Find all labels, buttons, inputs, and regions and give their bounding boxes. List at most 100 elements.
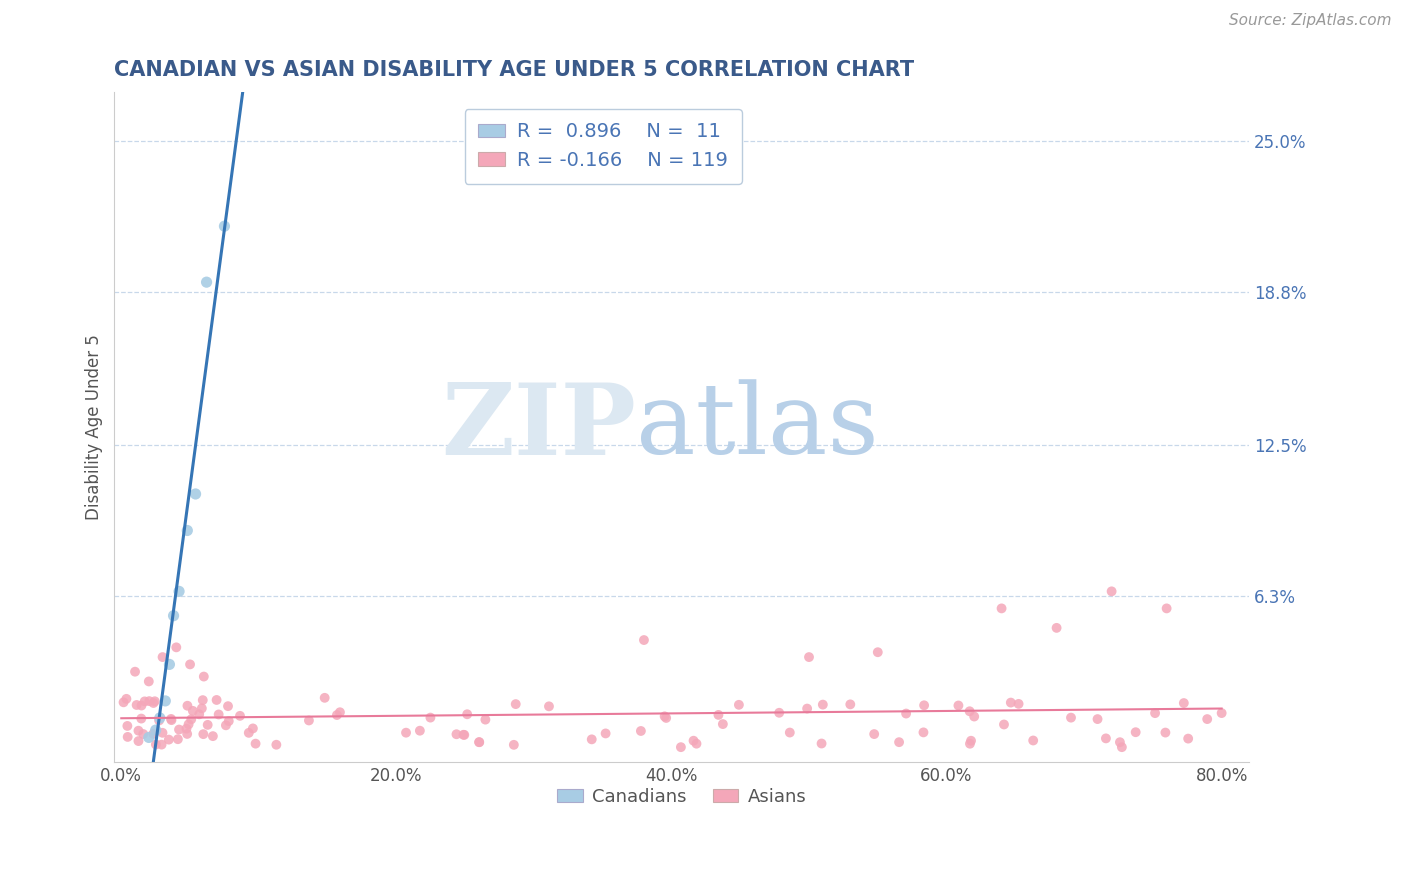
Point [138, 731, 160, 745]
Point [963, 709, 986, 723]
Point [142, 727, 165, 741]
Point [1109, 735, 1132, 749]
Point [208, 707, 231, 722]
Point [205, 693, 228, 707]
Point [138, 694, 160, 708]
Point [682, 733, 704, 747]
Point [685, 737, 707, 751]
Point [176, 524, 198, 538]
Point [1000, 696, 1022, 710]
Point [215, 718, 238, 732]
Point [502, 738, 524, 752]
Point [125, 698, 148, 712]
Point [149, 711, 172, 725]
Point [115, 691, 138, 706]
Y-axis label: Disability Age Under 5: Disability Age Under 5 [86, 334, 103, 520]
Point [159, 657, 181, 672]
Point [894, 706, 917, 721]
Point [811, 698, 834, 712]
Point [409, 723, 432, 738]
Text: CANADIAN VS ASIAN DISABILITY AGE UNDER 5 CORRELATION CHART: CANADIAN VS ASIAN DISABILITY AGE UNDER 5… [114, 60, 914, 79]
Point [419, 710, 441, 724]
Point [148, 714, 170, 728]
Point [143, 694, 166, 708]
Point [1173, 696, 1195, 710]
Legend: Canadians, Asians: Canadians, Asians [550, 780, 814, 813]
Point [165, 640, 187, 655]
Point [863, 727, 886, 741]
Point [537, 699, 560, 714]
Point [162, 608, 184, 623]
Point [218, 714, 240, 728]
Point [176, 698, 198, 713]
Text: atlas: atlas [637, 379, 879, 475]
Point [155, 694, 177, 708]
Point [1095, 731, 1118, 746]
Point [142, 696, 165, 710]
Point [654, 709, 676, 723]
Point [117, 719, 139, 733]
Point [912, 725, 935, 739]
Point [193, 727, 215, 741]
Point [1156, 601, 1178, 615]
Point [138, 674, 160, 689]
Point [797, 650, 820, 665]
Point [711, 717, 734, 731]
Point [1197, 712, 1219, 726]
Point [960, 733, 983, 747]
Point [184, 487, 207, 501]
Point [581, 732, 603, 747]
Text: Source: ZipAtlas.com: Source: ZipAtlas.com [1229, 13, 1392, 29]
Point [117, 730, 139, 744]
Point [152, 726, 174, 740]
Point [948, 698, 970, 713]
Point [912, 698, 935, 713]
Point [669, 740, 692, 755]
Point [779, 725, 801, 739]
Point [242, 722, 264, 736]
Point [468, 735, 491, 749]
Point [1087, 712, 1109, 726]
Point [959, 704, 981, 718]
Point [238, 726, 260, 740]
Point [181, 704, 204, 718]
Point [474, 713, 496, 727]
Point [214, 219, 236, 234]
Point [1144, 706, 1167, 720]
Point [655, 711, 678, 725]
Point [167, 723, 190, 737]
Point [167, 584, 190, 599]
Point [1101, 584, 1123, 599]
Point [796, 701, 818, 715]
Point [728, 698, 751, 712]
Point [1111, 740, 1133, 755]
Point [180, 712, 202, 726]
Text: ZIP: ZIP [441, 378, 637, 475]
Point [1060, 711, 1083, 725]
Point [595, 726, 617, 740]
Point [707, 707, 730, 722]
Point [127, 734, 149, 748]
Point [395, 725, 418, 739]
Point [959, 737, 981, 751]
Point [505, 697, 527, 711]
Point [195, 275, 218, 289]
Point [191, 701, 214, 715]
Point [160, 713, 183, 727]
Point [839, 698, 862, 712]
Point [314, 690, 336, 705]
Point [245, 737, 267, 751]
Point [1154, 725, 1177, 739]
Point [1022, 733, 1045, 747]
Point [990, 601, 1012, 615]
Point [266, 738, 288, 752]
Point [152, 650, 174, 665]
Point [167, 732, 190, 747]
Point [456, 707, 478, 722]
Point [131, 698, 153, 713]
Point [112, 695, 135, 709]
Point [188, 707, 211, 722]
Point [329, 705, 352, 719]
Point [1045, 621, 1067, 635]
Point [176, 722, 198, 736]
